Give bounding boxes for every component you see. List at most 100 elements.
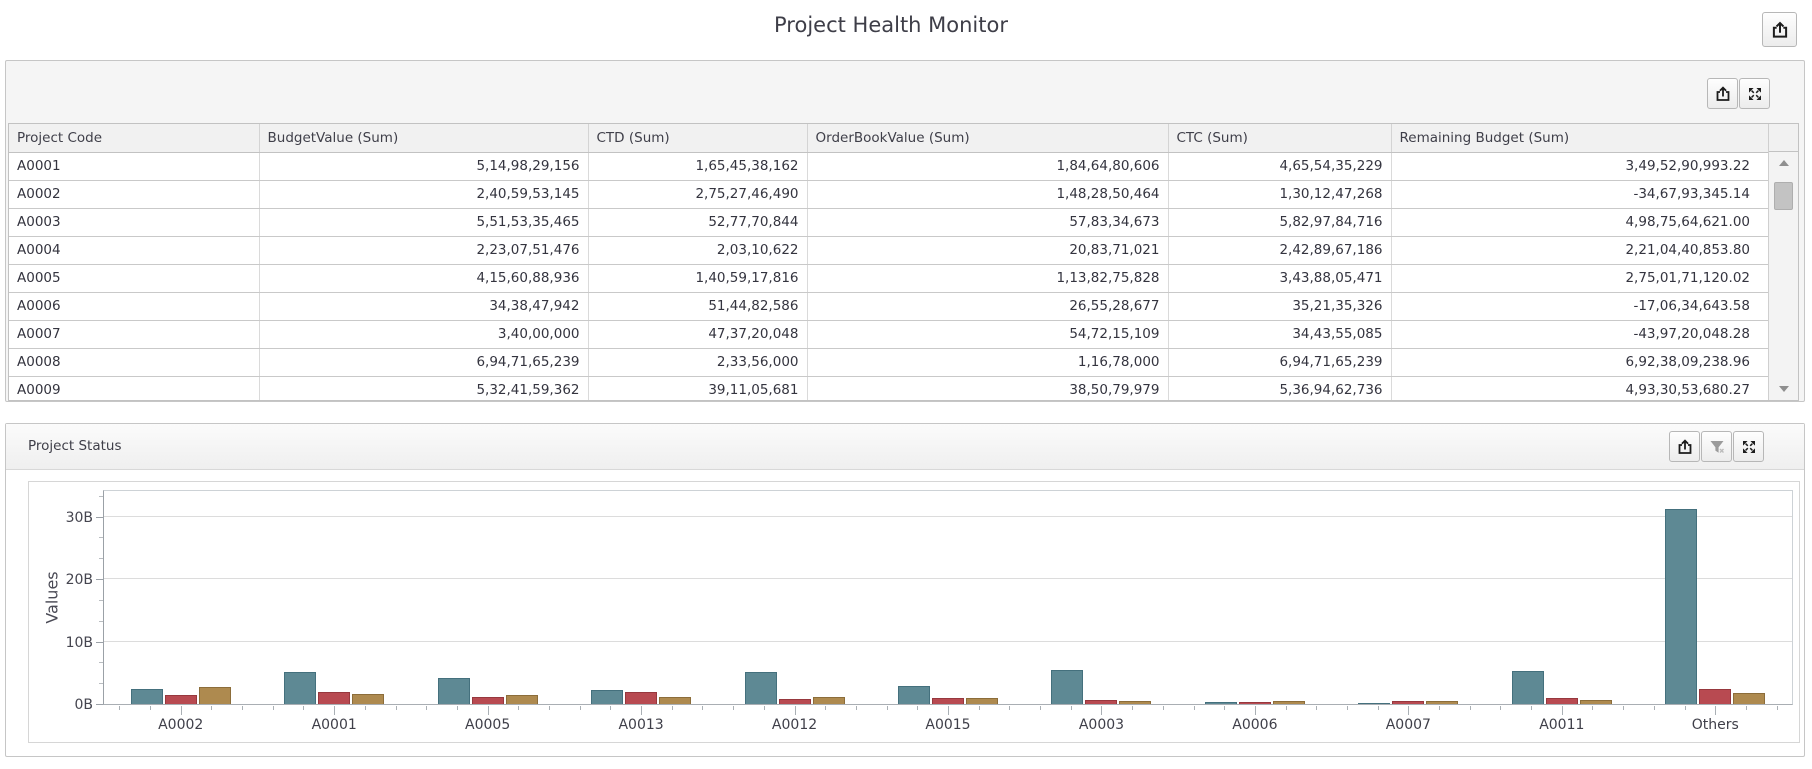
table-header-row: Project Code BudgetValue (Sum) CTD (Sum)… xyxy=(9,124,1768,153)
value-cell: 1,40,59,17,816 xyxy=(588,264,808,293)
x-axis-label: A0013 xyxy=(618,717,664,733)
table-row[interactable]: A0005 4,15,60,88,936 1,40,59,17,816 1,13,82… xyxy=(9,264,1768,293)
chart-panel-title: Project Status xyxy=(28,438,122,454)
export-icon xyxy=(1772,21,1787,38)
scroll-down-button[interactable] xyxy=(1769,378,1798,400)
column-header-ctc[interactable]: CTC (Sum) xyxy=(1168,124,1392,153)
teal-series-bar[interactable] xyxy=(437,678,470,704)
red-series-bar[interactable] xyxy=(1392,700,1425,704)
gridline xyxy=(104,578,1792,579)
filter-icon xyxy=(1709,439,1724,453)
x-axis-label: A0015 xyxy=(925,717,971,733)
project-code-cell: A0009 xyxy=(9,376,260,400)
export-icon xyxy=(1678,439,1691,454)
x-axis-label: Others xyxy=(1691,717,1739,733)
teal-series-bar[interactable] xyxy=(1204,701,1237,704)
value-cell: 6,94,71,65,239 xyxy=(1168,348,1392,377)
red-series-bar[interactable] xyxy=(164,694,197,704)
gold-series-bar[interactable] xyxy=(1272,700,1305,704)
value-cell: 26,55,28,677 xyxy=(807,292,1169,321)
table-row[interactable]: A0004 2,23,07,51,476 2,03,10,622 20,83,71,0… xyxy=(9,236,1768,265)
teal-series-bar[interactable] xyxy=(1665,509,1698,704)
value-cell: 2,75,01,71,120.02 xyxy=(1391,264,1768,293)
x-axis-label: A0012 xyxy=(771,717,818,733)
value-cell: -34,67,93,345.14 xyxy=(1391,180,1768,209)
gold-series-bar[interactable] xyxy=(505,695,538,704)
maximize-icon xyxy=(1747,86,1762,101)
x-axis-label: A0001 xyxy=(311,717,357,733)
gridline xyxy=(104,515,1792,517)
value-cell: 1,16,78,000 xyxy=(807,348,1169,377)
teal-series-bar[interactable] xyxy=(1511,670,1544,704)
teal-series-bar[interactable] xyxy=(1358,703,1391,704)
chart-maximize-button[interactable] xyxy=(1733,431,1764,462)
bar-group-a0001 xyxy=(257,491,410,704)
value-cell: 1,48,28,50,464 xyxy=(807,180,1169,209)
red-series-bar[interactable] xyxy=(1545,698,1578,704)
teal-series-bar[interactable] xyxy=(591,689,624,704)
table-vertical-scrollbar[interactable] xyxy=(1768,124,1798,400)
column-header-budgetvalue[interactable]: BudgetValue (Sum) xyxy=(259,124,589,153)
table-row[interactable]: A0006 34,38,47,942 51,44,82,586 26,55,28,67… xyxy=(9,292,1768,321)
gold-series-bar[interactable] xyxy=(1119,700,1152,704)
gold-series-bar[interactable] xyxy=(1733,693,1766,704)
y-axis-ticks xyxy=(95,490,103,705)
bar-group-a0006 xyxy=(1178,491,1331,704)
scroll-up-icon xyxy=(1778,160,1789,166)
red-series-bar[interactable] xyxy=(778,699,811,704)
scroll-down-icon xyxy=(1778,386,1789,392)
plot-area xyxy=(103,490,1793,705)
red-series-bar[interactable] xyxy=(471,696,504,704)
red-series-bar[interactable] xyxy=(931,697,964,704)
red-series-bar[interactable] xyxy=(1085,700,1118,704)
gold-series-bar[interactable] xyxy=(1579,699,1612,704)
gold-series-bar[interactable] xyxy=(659,696,692,704)
gold-series-bar[interactable] xyxy=(352,693,385,704)
gridline xyxy=(104,640,1792,642)
red-series-bar[interactable] xyxy=(1238,702,1271,704)
chart-clear-filter-button[interactable] xyxy=(1701,431,1732,462)
scrollbar-track[interactable] xyxy=(1769,152,1798,400)
table-row[interactable]: A0002 2,40,59,53,145 2,75,27,46,490 1,48,28… xyxy=(9,180,1768,209)
teal-series-bar[interactable] xyxy=(130,689,163,704)
column-header-ctd[interactable]: CTD (Sum) xyxy=(588,124,808,153)
teal-series-bar[interactable] xyxy=(897,686,930,704)
gold-series-bar[interactable] xyxy=(1426,700,1459,704)
project-table-panel: Project Code BudgetValue (Sum) CTD (Sum)… xyxy=(5,60,1805,402)
teal-series-bar[interactable] xyxy=(1051,669,1084,704)
scrollbar-thumb[interactable] xyxy=(1774,182,1793,210)
gold-series-bar[interactable] xyxy=(198,686,231,704)
gold-series-bar[interactable] xyxy=(965,698,998,704)
table-export-button[interactable] xyxy=(1707,78,1738,109)
x-axis-label: A0011 xyxy=(1539,717,1585,733)
x-axis-label: A0006 xyxy=(1232,717,1278,733)
table-row[interactable]: A0009 5,32,41,59,362 39,11,05,681 38,50,79,… xyxy=(9,376,1768,400)
x-axis-label: A0007 xyxy=(1385,717,1431,733)
red-series-bar[interactable] xyxy=(1699,689,1732,704)
column-header-project-code[interactable]: Project Code xyxy=(9,124,260,153)
column-header-remaining-budget[interactable]: Remaining Budget (Sum) xyxy=(1391,124,1768,153)
table-row[interactable]: A0001 5,14,98,29,156 1,65,45,38,162 1,84,64… xyxy=(9,152,1768,181)
teal-series-bar[interactable] xyxy=(284,671,317,704)
x-axis-label: A0002 xyxy=(158,717,204,733)
grid-body: Project Code BudgetValue (Sum) CTD (Sum)… xyxy=(9,124,1768,400)
gold-series-bar[interactable] xyxy=(812,697,845,704)
column-header-orderbookvalue[interactable]: OrderBookValue (Sum) xyxy=(807,124,1169,153)
value-cell: 5,32,41,59,362 xyxy=(259,376,589,400)
bar-series-container xyxy=(104,491,1792,704)
y-tick-label: 10B xyxy=(65,634,93,651)
chart-export-button[interactable] xyxy=(1669,431,1700,462)
table-maximize-button[interactable] xyxy=(1739,78,1770,109)
teal-series-bar[interactable] xyxy=(744,671,777,704)
page-export-button[interactable] xyxy=(1762,12,1797,47)
value-cell: 1,30,12,47,268 xyxy=(1168,180,1392,209)
value-cell: 3,49,52,90,993.22 xyxy=(1391,152,1768,181)
scroll-up-button[interactable] xyxy=(1769,152,1798,174)
red-series-bar[interactable] xyxy=(625,691,658,704)
table-row[interactable]: A0003 5,51,53,35,465 52,77,70,844 57,83,34,… xyxy=(9,208,1768,237)
table-row[interactable]: A0008 6,94,71,65,239 2,33,56,000 1,16,78,00… xyxy=(9,348,1768,377)
value-cell: 5,36,94,62,736 xyxy=(1168,376,1392,400)
table-row[interactable]: A0007 3,40,00,000 47,37,20,048 54,72,15,109… xyxy=(9,320,1768,349)
red-series-bar[interactable] xyxy=(318,692,351,704)
